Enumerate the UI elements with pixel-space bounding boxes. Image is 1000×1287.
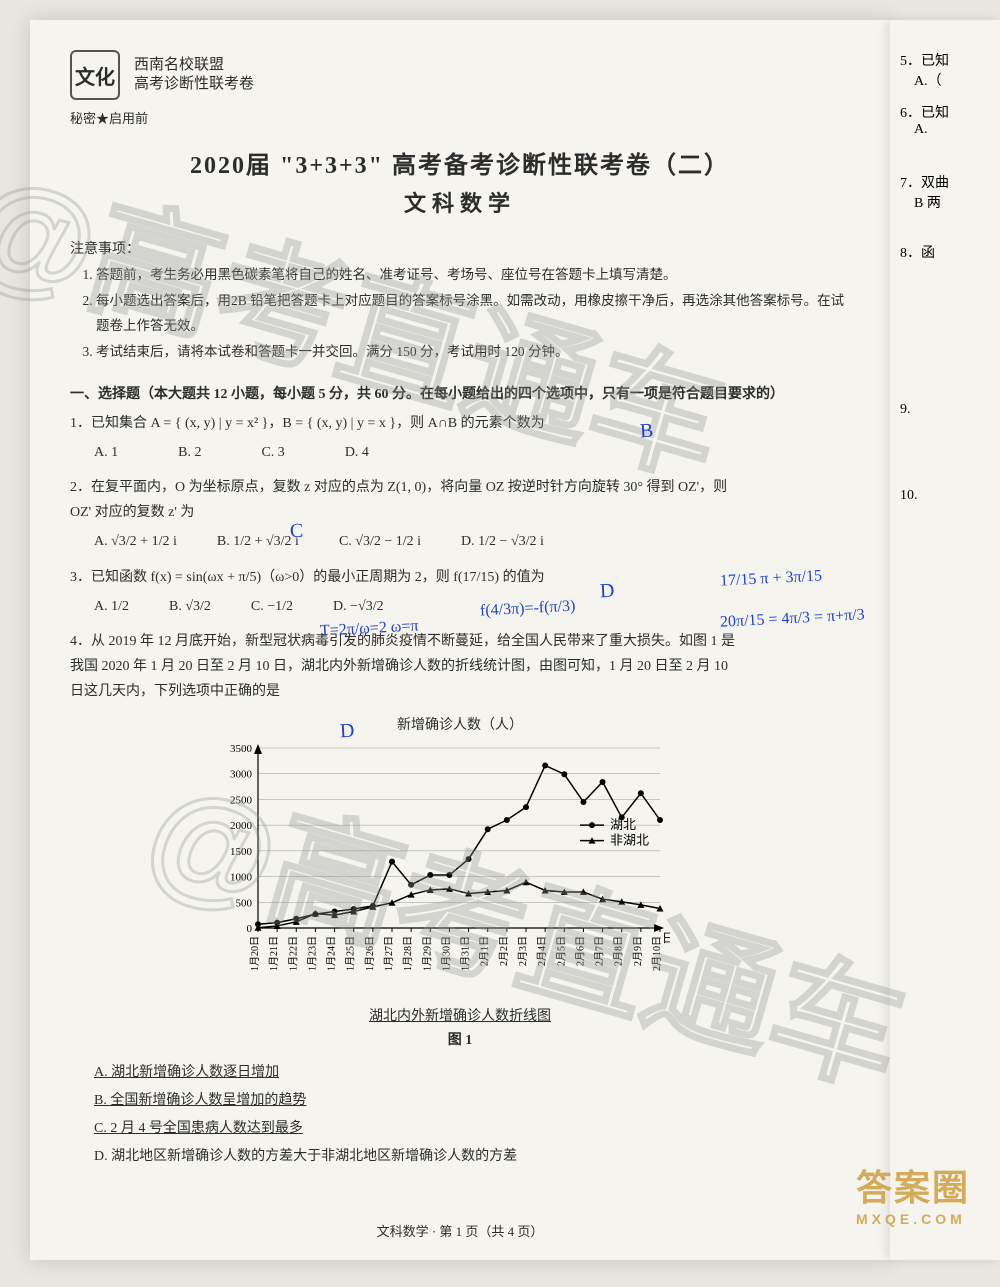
svg-text:1月24日: 1月24日 xyxy=(326,936,338,971)
notice-item: 考试结束后，请将本试卷和答题卡一并交回。满分 150 分，考试用时 120 分钟… xyxy=(96,339,850,365)
line-chart: 0 500 1000 1500 2000 2500 3000 3500 1月20日 1月21日 1月… xyxy=(210,738,670,998)
svg-text:1月31日: 1月31日 xyxy=(460,936,472,971)
svg-text:1月25日: 1月25日 xyxy=(345,936,357,971)
svg-text:2500: 2500 xyxy=(230,795,253,807)
chart-wrapper: 新增确诊人数（人） 0 500 1000 1500 2000 2500 3000 3500 1月… xyxy=(210,714,710,1049)
chart-caption: 湖北内外新增确诊人数折线图 xyxy=(210,1005,710,1025)
svg-text:0: 0 xyxy=(247,923,253,935)
q1-opt-d: D. 4 xyxy=(345,440,369,465)
notice-heading: 注意事项： xyxy=(70,238,850,258)
q4-stem-c: 日这几天内，下列选项中正确的是 xyxy=(70,679,850,704)
q1-opt-b: B. 2 xyxy=(178,440,201,465)
svg-text:2月5日: 2月5日 xyxy=(555,936,567,966)
q3-options: A. 1/2 B. √3/2 C. −1/2 D. −√3/2 xyxy=(94,594,850,619)
svg-text:2月7日: 2月7日 xyxy=(594,936,606,966)
q4-opt-a: A. 湖北新增确诊人数逐日增加 xyxy=(94,1059,850,1087)
page-footer: 文科数学 · 第 1 页（共 4 页） xyxy=(30,1221,890,1240)
svg-text:2月1日: 2月1日 xyxy=(479,936,491,966)
rp-q5a: A.（ xyxy=(914,70,990,90)
notice-item: 每小题选出答案后，用2B 铅笔把答题卡上对应题目的答案标号涂黑。如需改动，用橡皮… xyxy=(96,288,850,339)
q3-opt-d: D. −√3/2 xyxy=(333,594,384,619)
svg-text:2月3日: 2月3日 xyxy=(517,936,529,966)
svg-text:1月28日: 1月28日 xyxy=(402,936,414,971)
q3-opt-a: A. 1/2 xyxy=(94,594,129,619)
rp-q6: 6．已知 xyxy=(900,102,990,122)
q4-opt-b: B. 全国新增确诊人数呈增加的趋势 xyxy=(94,1087,850,1115)
site-watermark: 答案圈 MXQE.COM xyxy=(856,1159,970,1227)
q1-opt-a: A. 1 xyxy=(94,440,118,465)
rp-q7a: 7．双曲 xyxy=(900,172,990,192)
notice-item: 答题前，考生务必用黑色碳素笔将自己的姓名、准考证号、考场号、座位号在答题卡上填写… xyxy=(96,262,850,288)
rp-q7b: B 两 xyxy=(914,192,990,242)
svg-text:2月8日: 2月8日 xyxy=(613,936,625,966)
svg-text:1000: 1000 xyxy=(230,872,253,884)
chart-y-axis-title: 新增确诊人数（人） xyxy=(210,714,710,734)
org-lines: 西南名校联盟 高考诊断性联考卷 xyxy=(134,56,254,95)
q4-opt-d: D. 湖北地区新增确诊人数的方差大于非湖北地区新增确诊人数的方差 xyxy=(94,1143,850,1171)
q3-opt-b: B. √3/2 xyxy=(169,594,211,619)
svg-text:1月21日: 1月21日 xyxy=(268,936,280,971)
exam-page: 文化 西南名校联盟 高考诊断性联考卷 秘密★启用前 2020届 "3+3+3" … xyxy=(30,20,890,1260)
question-4: 4．从 2019 年 12 月底开始，新型冠状病毒引发的肺炎疫情不断蔓延，给全国… xyxy=(70,629,850,705)
q2-options: A. √3/2 + 1/2 i B. 1/2 + √3/2 i C. √3/2 … xyxy=(94,529,850,554)
q2-stem-a: 2．在复平面内，O 为坐标原点，复数 z 对应的点为 Z(1, 0)，将向量 O… xyxy=(70,475,850,500)
rp-q8: 8．函 xyxy=(900,242,990,262)
svg-text:2月6日: 2月6日 xyxy=(574,936,586,966)
svg-text:1月26日: 1月26日 xyxy=(364,936,376,971)
question-3: 3．已知函数 f(x) = sin(ωx + π/5)（ω>0）的最小正周期为 … xyxy=(70,565,850,619)
svg-text:1月23日: 1月23日 xyxy=(306,936,318,971)
svg-text:湖北: 湖北 xyxy=(610,818,636,833)
subtitle: 文科数学 xyxy=(70,186,850,218)
site-wm-text: 答案圈 xyxy=(856,1167,970,1208)
svg-text:2月9日: 2月9日 xyxy=(632,936,644,966)
svg-text:500: 500 xyxy=(236,898,253,910)
header-row: 文化 西南名校联盟 高考诊断性联考卷 xyxy=(70,50,850,100)
svg-text:1月29日: 1月29日 xyxy=(421,936,433,971)
svg-text:2月4日: 2月4日 xyxy=(536,936,548,966)
svg-text:1月27日: 1月27日 xyxy=(383,936,395,971)
svg-text:3500: 3500 xyxy=(230,743,253,755)
q2-opt-b: B. 1/2 + √3/2 i xyxy=(217,529,299,554)
q4-opt-c: C. 2 月 4 号全国患病人数达到最多 xyxy=(94,1115,850,1143)
q3-stem: 3．已知函数 f(x) = sin(ωx + π/5)（ω>0）的最小正周期为 … xyxy=(70,565,850,590)
svg-text:非湖北: 非湖北 xyxy=(610,833,649,848)
site-wm-url: MXQE.COM xyxy=(856,1211,970,1227)
svg-text:1月20日: 1月20日 xyxy=(249,936,261,971)
q2-stem-b: OZ' 对应的复数 z' 为 xyxy=(70,500,850,525)
rp-q9: 9. xyxy=(900,402,990,418)
q4-stem-b: 我国 2020 年 1 月 20 日至 2 月 10 日，湖北内外新增确诊人数的… xyxy=(70,654,850,679)
q1-opt-c: C. 3 xyxy=(261,440,284,465)
svg-text:1月30日: 1月30日 xyxy=(440,936,452,971)
svg-text:2月2日: 2月2日 xyxy=(498,936,510,966)
question-2: 2．在复平面内，O 为坐标原点，复数 z 对应的点为 Z(1, 0)，将向量 O… xyxy=(70,475,850,555)
rp-q6a: A. xyxy=(914,122,990,172)
svg-text:3000: 3000 xyxy=(230,769,253,781)
notice-list: 答题前，考生务必用黑色碳素笔将自己的姓名、准考证号、考场号、座位号在答题卡上填写… xyxy=(70,262,850,365)
logo: 文化 xyxy=(70,50,120,100)
svg-text:2000: 2000 xyxy=(230,821,253,833)
q3-opt-c: C. −1/2 xyxy=(251,594,293,619)
q1-options: A. 1 B. 2 C. 3 D. 4 xyxy=(94,440,850,465)
svg-text:1月22日: 1月22日 xyxy=(287,936,299,971)
q2-opt-c: C. √3/2 − 1/2 i xyxy=(339,529,421,554)
org-line-1: 西南名校联盟 xyxy=(134,56,254,76)
svg-text:1500: 1500 xyxy=(230,846,253,858)
q2-opt-a: A. √3/2 + 1/2 i xyxy=(94,529,177,554)
main-title: 2020届 "3+3+3" 高考备考诊断性联考卷（二） xyxy=(70,145,850,180)
question-1: 1．已知集合 A = { (x, y) | y = x² }，B = { (x,… xyxy=(70,411,850,465)
org-line-2: 高考诊断性联考卷 xyxy=(134,75,254,95)
q4-stem-a: 4．从 2019 年 12 月底开始，新型冠状病毒引发的肺炎疫情不断蔓延，给全国… xyxy=(70,629,850,654)
secret-line: 秘密★启用前 xyxy=(70,108,850,127)
rp-q10: 10. xyxy=(900,488,990,504)
figure-label: 图 1 xyxy=(210,1029,710,1049)
q1-stem: 1．已知集合 A = { (x, y) | y = x² }，B = { (x,… xyxy=(70,411,850,436)
rp-q5: 5．已知 xyxy=(900,50,990,70)
svg-text:日期: 日期 xyxy=(662,931,670,945)
section-1-heading: 一、选择题（本大题共 12 小题，每小题 5 分，共 60 分。在每小题给出的四… xyxy=(70,383,850,403)
q4-options: A. 湖北新增确诊人数逐日增加 B. 全国新增确诊人数呈增加的趋势 C. 2 月… xyxy=(94,1059,850,1171)
next-page-strip: 5．已知 A.（ 6．已知 A. 7．双曲 B 两 8．函 9. 10. xyxy=(890,20,1000,1260)
q2-opt-d: D. 1/2 − √3/2 i xyxy=(461,529,544,554)
